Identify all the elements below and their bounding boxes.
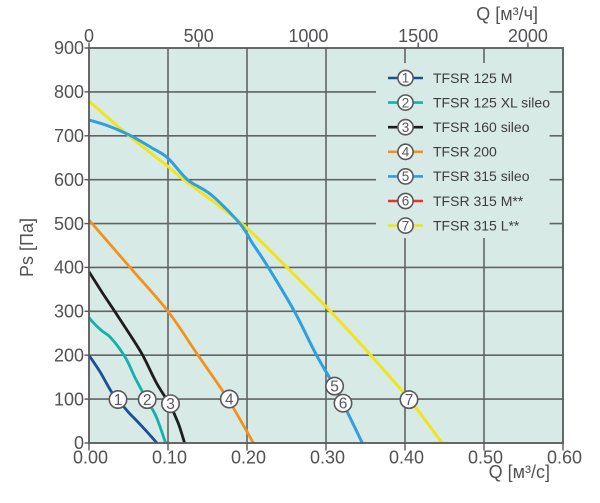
svg-text:200: 200 [54,345,84,365]
svg-text:300: 300 [54,302,84,322]
svg-text:0.40: 0.40 [389,448,424,468]
svg-text:7: 7 [405,392,414,409]
svg-text:3: 3 [402,120,410,135]
svg-text:2: 2 [402,95,410,110]
svg-text:TFSR 200: TFSR 200 [433,144,497,160]
svg-text:0: 0 [74,433,84,453]
svg-text:0: 0 [84,26,94,46]
svg-text:1: 1 [114,392,123,409]
svg-text:0.00: 0.00 [73,448,108,468]
svg-text:0.20: 0.20 [231,448,266,468]
svg-text:6: 6 [402,194,410,209]
svg-text:0.50: 0.50 [468,448,503,468]
svg-text:TFSR 125 XL sileo: TFSR 125 XL sileo [433,94,550,110]
svg-text:4: 4 [225,391,234,408]
svg-text:5: 5 [330,379,339,396]
svg-text:3: 3 [166,396,175,413]
svg-text:TFSR 315 L**: TFSR 315 L** [433,217,520,233]
svg-text:TFSR 315 M**: TFSR 315 M** [433,193,524,209]
svg-text:6: 6 [339,396,348,413]
svg-text:700: 700 [54,126,84,146]
svg-text:1: 1 [402,71,410,86]
svg-text:500: 500 [184,26,214,46]
svg-text:600: 600 [54,170,84,190]
svg-text:5: 5 [402,169,410,184]
svg-text:TFSR 125 M: TFSR 125 M [433,70,512,86]
svg-text:1500: 1500 [398,26,438,46]
svg-text:2000: 2000 [508,26,548,46]
svg-text:4: 4 [402,145,410,160]
svg-text:7: 7 [402,218,410,233]
svg-text:TFSR 160 sileo: TFSR 160 sileo [433,119,530,135]
svg-text:Ps [Па]: Ps [Па] [17,218,37,277]
svg-text:500: 500 [54,214,84,234]
svg-text:Q [м³/ч]: Q [м³/ч] [476,4,538,24]
svg-text:2: 2 [143,392,152,409]
svg-text:0.60: 0.60 [547,448,582,468]
svg-text:900: 900 [54,38,84,58]
svg-text:1000: 1000 [288,26,328,46]
svg-text:0.30: 0.30 [310,448,345,468]
svg-text:Q [м³/c]: Q [м³/c] [489,462,550,482]
svg-text:TFSR 315 sileo: TFSR 315 sileo [433,168,530,184]
svg-text:800: 800 [54,82,84,102]
svg-text:400: 400 [54,258,84,278]
svg-text:100: 100 [54,389,84,409]
svg-text:0.10: 0.10 [152,448,187,468]
